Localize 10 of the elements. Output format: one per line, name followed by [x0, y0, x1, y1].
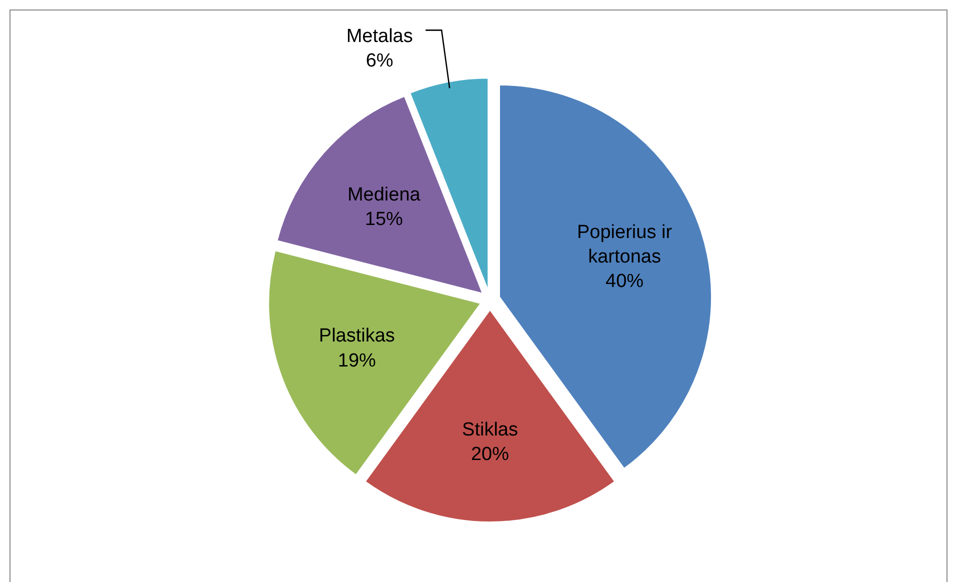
slice-label: Mediena [347, 184, 421, 206]
data-label: 6% [366, 50, 394, 72]
slice-label: Stiklas [462, 419, 518, 440]
slice-label: Popierius ir kartonas [576, 222, 673, 268]
data-label: 19% [338, 350, 376, 372]
slice-label: Metalas [346, 26, 413, 48]
slice-label: Plastikas [318, 326, 395, 347]
data-label: 20% [470, 444, 510, 465]
data-label: 15% [364, 208, 404, 230]
data-label: 40% [606, 271, 644, 292]
